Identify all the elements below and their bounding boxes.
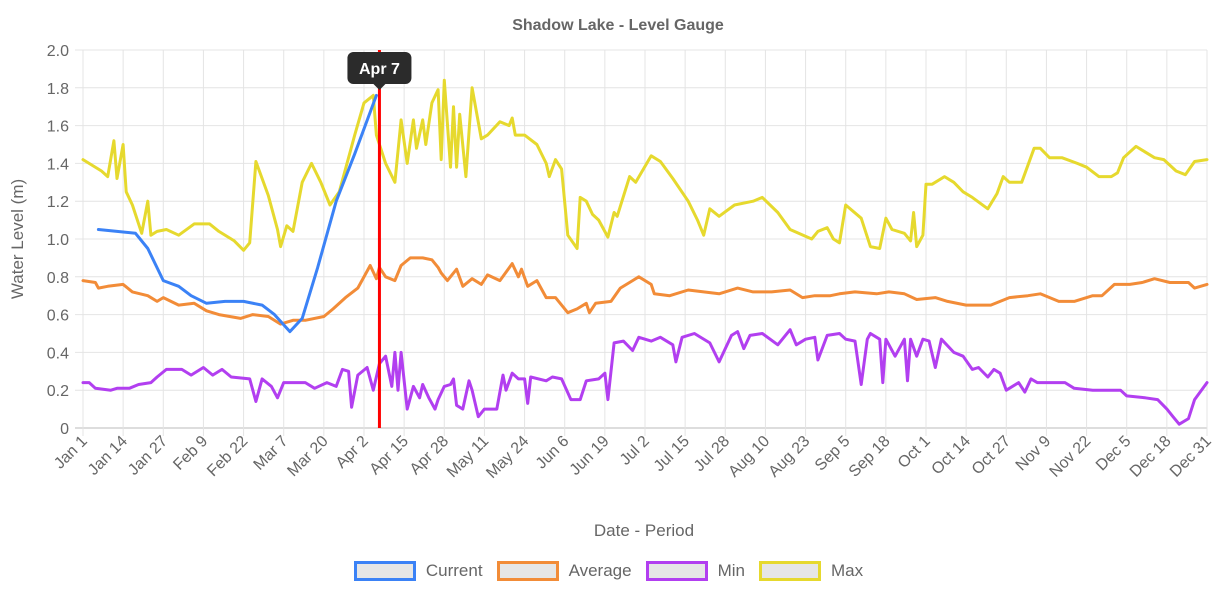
legend-label: Average — [568, 561, 632, 580]
date-marker: Apr 7 — [347, 50, 412, 428]
x-tick-label: Jul 15 — [651, 433, 693, 475]
legend-item-average[interactable]: Average — [496, 561, 632, 581]
y-tick-label: 2.0 — [47, 43, 69, 60]
x-tick-label: Jul 2 — [617, 433, 653, 469]
x-tick-label: Feb 22 — [204, 433, 251, 480]
x-tick-label: Jan 27 — [125, 433, 171, 479]
chart-title: Shadow Lake - Level Gauge — [512, 17, 724, 34]
y-axis-title: Water Level (m) — [8, 179, 27, 299]
x-tick-label: Aug 10 — [725, 433, 773, 481]
legend-item-min[interactable]: Min — [645, 561, 745, 581]
x-tick-label: Jan 14 — [85, 433, 131, 479]
series-lines — [81, 78, 1209, 426]
x-tick-label: Oct 27 — [969, 433, 1014, 478]
x-axis-title: Date - Period — [594, 521, 694, 540]
legend-label: Max — [830, 561, 864, 580]
x-tick-label: Jun 19 — [567, 433, 613, 479]
series-line-max — [81, 78, 1209, 252]
x-tick-label: Sep 18 — [846, 433, 894, 481]
x-tick-label: May 24 — [483, 433, 532, 482]
y-tick-label: 1.6 — [47, 119, 69, 136]
x-tick-label: Mar 20 — [284, 433, 331, 480]
marker-tooltip-pointer — [373, 84, 386, 90]
line-chart: Shadow Lake - Level Gauge 0 0.2 0.4 0.6 0.8 1… — [8, 17, 1215, 540]
y-tick-label: 1.4 — [47, 156, 69, 173]
y-tick-label: 1.8 — [47, 81, 69, 98]
y-axis-ticks: 0 0.2 0.4 0.6 0.8 1.0 1.2 1.4 1.6 1.8 2.0 — [47, 43, 69, 438]
legend: Current Average Min Max — [0, 561, 1217, 581]
y-tick-label: 0.2 — [47, 383, 69, 400]
y-tick-label: 1.0 — [47, 232, 69, 249]
y-tick-label: 0.8 — [47, 270, 69, 287]
legend-item-max[interactable]: Max — [758, 561, 864, 581]
legend-label: Min — [717, 561, 745, 580]
y-tick-label: 0.6 — [47, 308, 69, 325]
legend-label: Current — [425, 561, 483, 580]
series-line-min — [81, 328, 1209, 426]
x-tick-label: May 11 — [444, 433, 492, 481]
marker-label: Apr 7 — [359, 61, 400, 78]
legend-swatch — [645, 561, 708, 581]
legend-swatch — [758, 561, 821, 581]
marker-tooltip — [347, 52, 412, 84]
y-tick-label: 1.2 — [47, 194, 69, 211]
x-tick-label: Aug 23 — [766, 433, 814, 481]
x-tick-label: Apr 15 — [367, 433, 412, 478]
legend-swatch — [353, 561, 416, 581]
x-tick-label: Dec 18 — [1127, 433, 1175, 481]
x-tick-label: Dec 31 — [1167, 433, 1215, 481]
legend-swatch — [496, 561, 559, 581]
legend-item-current[interactable]: Current — [353, 561, 483, 581]
x-tick-label: Oct 14 — [929, 433, 974, 478]
x-tick-label: Nov 22 — [1047, 433, 1095, 481]
y-tick-label: 0.4 — [47, 345, 69, 362]
series-line-average — [81, 256, 1209, 326]
series-line-current — [96, 93, 378, 334]
y-tick-label: 0 — [60, 421, 69, 438]
